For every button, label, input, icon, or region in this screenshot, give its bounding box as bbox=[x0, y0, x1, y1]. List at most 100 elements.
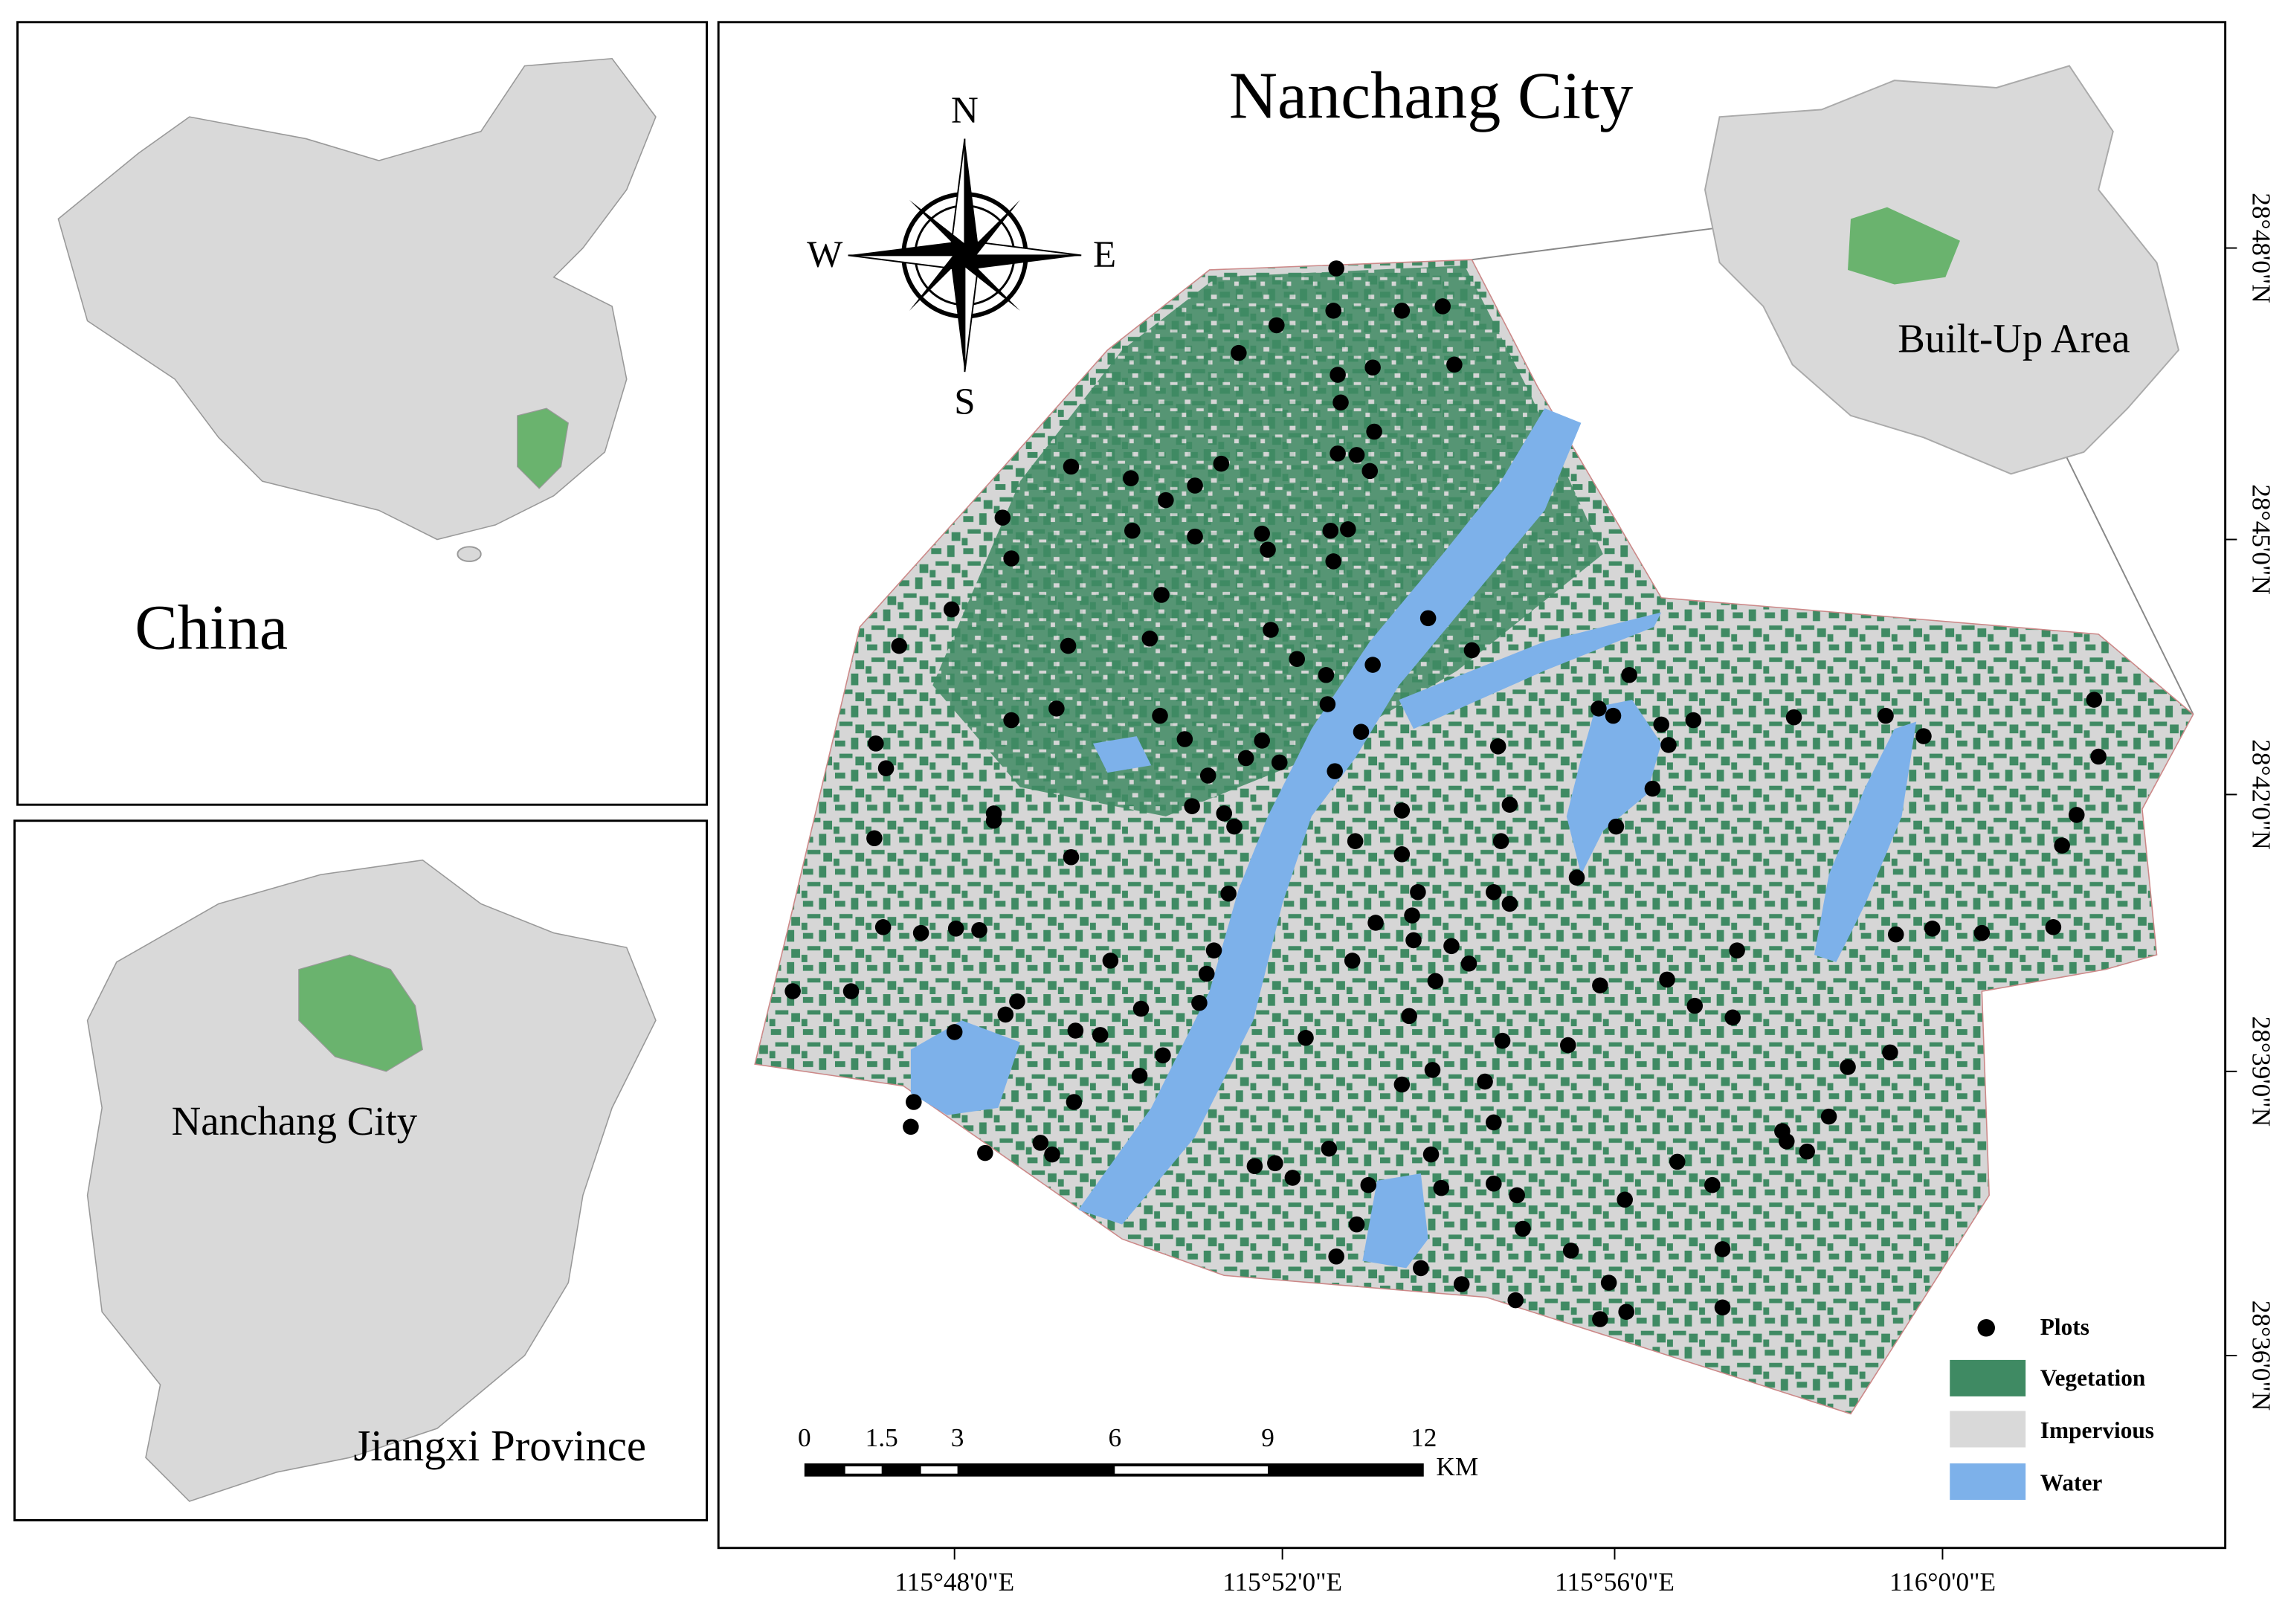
legend-plot-symbol bbox=[1977, 1319, 1995, 1337]
scale-bar: KM 0 1.5 3 6 9 12 bbox=[798, 1423, 1478, 1481]
plot-point bbox=[1003, 712, 1019, 729]
plot-point bbox=[1460, 956, 1477, 972]
plot-point bbox=[1463, 642, 1480, 659]
plot-point bbox=[1263, 622, 1279, 638]
plot-point bbox=[1686, 997, 1704, 1014]
plot-point bbox=[1066, 1094, 1083, 1110]
plot-point bbox=[1123, 470, 1139, 486]
plot-point bbox=[1568, 869, 1585, 886]
plot-point bbox=[1199, 767, 1216, 784]
longitude-label: 115°48'0"E bbox=[895, 1567, 1014, 1596]
plot-point bbox=[1924, 921, 1941, 937]
longitude-label: 115°52'0"E bbox=[1222, 1567, 1342, 1596]
plot-point bbox=[1799, 1143, 1815, 1160]
plot-point bbox=[1422, 1146, 1440, 1163]
plot-point bbox=[1325, 303, 1342, 319]
latitude-label: 28°45'0"N bbox=[2247, 484, 2276, 594]
plot-point bbox=[1685, 712, 1702, 729]
plot-point bbox=[1427, 973, 1444, 990]
plot-point bbox=[1347, 833, 1364, 849]
plot-point bbox=[1226, 818, 1243, 835]
plot-point bbox=[842, 983, 860, 999]
plot-point bbox=[1009, 993, 1025, 1010]
plot-point bbox=[1366, 423, 1382, 440]
plot-point bbox=[1621, 666, 1637, 683]
plot-point bbox=[2054, 837, 2070, 854]
legend-label: Plots bbox=[2040, 1314, 2089, 1340]
plot-point bbox=[1155, 1047, 1171, 1064]
plot-point bbox=[1332, 394, 1349, 411]
plot-point bbox=[1254, 525, 1270, 542]
plot-point bbox=[906, 1094, 922, 1110]
plot-point bbox=[1364, 359, 1381, 376]
vegetation-zone bbox=[932, 265, 1603, 816]
plot-point bbox=[1231, 344, 1247, 361]
plot-point bbox=[1353, 724, 1370, 740]
plot-point bbox=[1067, 1022, 1084, 1039]
plot-point bbox=[1608, 818, 1625, 835]
plot-point bbox=[1131, 1067, 1148, 1084]
compass-w: W bbox=[807, 234, 842, 276]
plot-point bbox=[2045, 919, 2062, 935]
plot-point bbox=[1184, 798, 1200, 814]
plot-point bbox=[1404, 907, 1420, 924]
plot-point bbox=[1325, 553, 1342, 570]
plot-point bbox=[1198, 965, 1215, 982]
plot-point bbox=[1405, 932, 1422, 949]
jiangxi-highlight bbox=[517, 407, 569, 489]
plot-point bbox=[1729, 942, 1745, 958]
scale-unit: KM bbox=[1436, 1452, 1478, 1481]
lake bbox=[1814, 721, 1917, 962]
plot-point bbox=[1509, 1187, 1525, 1204]
plot-point bbox=[1063, 458, 1080, 475]
plot-point bbox=[1246, 1158, 1263, 1175]
plot-point bbox=[1882, 1044, 1898, 1061]
legend-label: Impervious bbox=[2040, 1417, 2154, 1443]
scale-label: 12 bbox=[1411, 1423, 1437, 1452]
plot-point bbox=[1501, 796, 1518, 813]
plot-point bbox=[1393, 1076, 1411, 1093]
latitude-label: 28°48'0"N bbox=[2247, 193, 2276, 303]
plot-point bbox=[1318, 666, 1335, 683]
plot-point bbox=[1260, 541, 1276, 558]
plot-point bbox=[1271, 754, 1288, 771]
plot-point bbox=[1669, 1153, 1686, 1170]
legend-label: Water bbox=[2040, 1470, 2103, 1496]
latitude-label: 28°36'0"N bbox=[2247, 1301, 2276, 1411]
plot-point bbox=[1124, 522, 1141, 539]
plot-point bbox=[1489, 738, 1506, 755]
plot-point bbox=[1618, 1304, 1634, 1320]
plot-point bbox=[1360, 1176, 1377, 1193]
plot-point bbox=[1220, 885, 1237, 902]
compass-n: N bbox=[951, 90, 979, 132]
plot-point bbox=[1419, 610, 1437, 627]
plot-point bbox=[1330, 367, 1346, 383]
plot-point bbox=[1600, 1275, 1617, 1291]
plot-point bbox=[1494, 1032, 1511, 1049]
plot-point bbox=[1152, 707, 1168, 724]
plot-point bbox=[1820, 1108, 1837, 1125]
longitude-label: 116°0'0"E bbox=[1889, 1567, 1996, 1596]
plot-point bbox=[1213, 455, 1230, 472]
plot-point bbox=[997, 1006, 1014, 1023]
inset-label: Built-Up Area bbox=[1898, 316, 2130, 361]
plot-point bbox=[1141, 631, 1158, 647]
plot-point bbox=[1254, 732, 1270, 749]
plot-point bbox=[1361, 463, 1379, 480]
plot-point bbox=[1348, 1216, 1365, 1233]
plot-point bbox=[1785, 709, 1802, 726]
plot-point bbox=[1063, 848, 1080, 866]
plot-point bbox=[1289, 651, 1306, 667]
longitude-label: 115°56'0"E bbox=[1555, 1567, 1675, 1596]
plot-point bbox=[1216, 805, 1233, 822]
scale-label: 0 bbox=[798, 1423, 811, 1452]
jiangxi-shape bbox=[86, 859, 657, 1502]
lake bbox=[910, 1020, 1020, 1115]
plot-point bbox=[1413, 1260, 1429, 1277]
plot-point bbox=[994, 509, 1011, 526]
plot-point bbox=[1092, 1027, 1109, 1043]
china-shape bbox=[57, 57, 657, 541]
compass-s: S bbox=[954, 381, 975, 423]
plot-point bbox=[1486, 1175, 1502, 1192]
